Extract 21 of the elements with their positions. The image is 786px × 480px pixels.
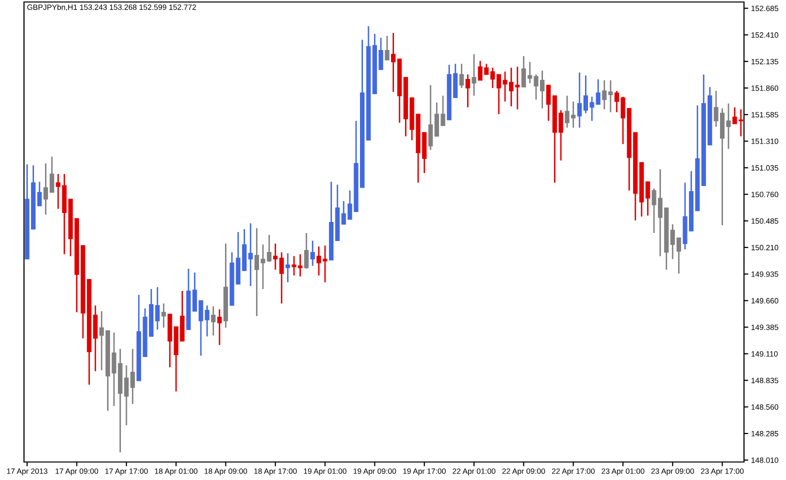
candlestick bbox=[608, 80, 613, 113]
candlestick bbox=[130, 348, 135, 405]
candlestick bbox=[248, 222, 253, 287]
candlestick bbox=[310, 240, 315, 267]
candlestick bbox=[322, 244, 328, 283]
candlestick bbox=[472, 53, 476, 96]
candlestick bbox=[204, 304, 210, 338]
candlestick bbox=[602, 80, 607, 110]
candlestick bbox=[266, 234, 272, 263]
candlestick bbox=[217, 308, 222, 346]
candlestick bbox=[466, 74, 470, 108]
candlestick bbox=[384, 35, 390, 61]
candlestick bbox=[273, 242, 278, 270]
candlestick bbox=[161, 302, 166, 328]
candlestick bbox=[459, 63, 464, 89]
candlestick bbox=[279, 252, 284, 304]
candlestick bbox=[286, 252, 290, 283]
candlestick bbox=[596, 78, 600, 106]
candlestick bbox=[211, 306, 216, 336]
candlestick bbox=[316, 246, 322, 276]
candlestick bbox=[304, 232, 309, 270]
